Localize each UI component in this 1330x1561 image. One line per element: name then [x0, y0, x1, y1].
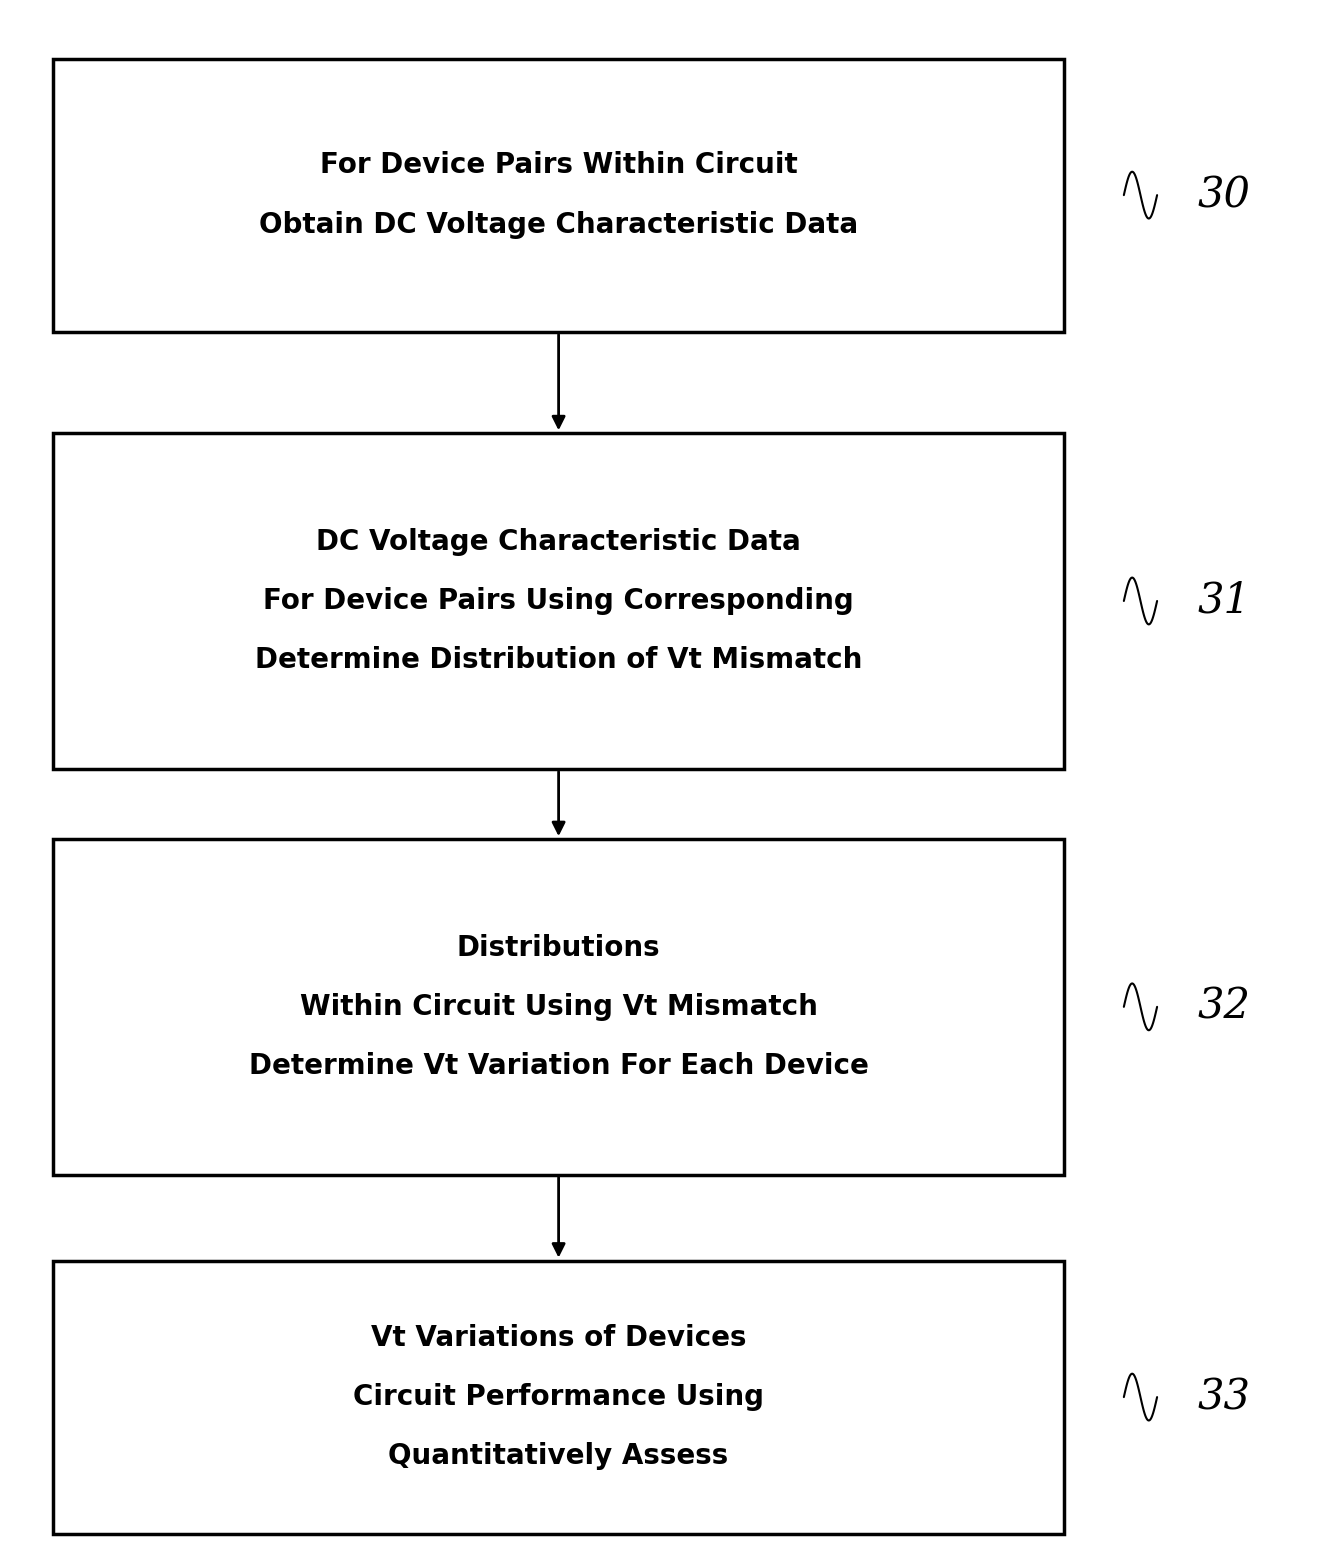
Text: Vt Variations of Devices: Vt Variations of Devices: [371, 1324, 746, 1352]
Text: DC Voltage Characteristic Data: DC Voltage Characteristic Data: [317, 528, 801, 556]
Text: For Device Pairs Using Corresponding: For Device Pairs Using Corresponding: [263, 587, 854, 615]
Text: Determine Vt Variation For Each Device: Determine Vt Variation For Each Device: [249, 1052, 868, 1080]
Text: Determine Distribution of Vt Mismatch: Determine Distribution of Vt Mismatch: [255, 646, 862, 674]
Text: 33: 33: [1197, 1377, 1250, 1417]
Bar: [53, 59, 1064, 332]
Text: 30: 30: [1197, 175, 1250, 215]
Text: Within Circuit Using Vt Mismatch: Within Circuit Using Vt Mismatch: [299, 993, 818, 1021]
Text: Obtain DC Voltage Characteristic Data: Obtain DC Voltage Characteristic Data: [259, 211, 858, 239]
Text: Circuit Performance Using: Circuit Performance Using: [352, 1383, 765, 1411]
Bar: [53, 1261, 1064, 1533]
Text: 32: 32: [1197, 987, 1250, 1027]
Text: Quantitatively Assess: Quantitatively Assess: [388, 1442, 729, 1470]
Bar: [53, 840, 1064, 1175]
Text: 31: 31: [1197, 581, 1250, 621]
Text: Distributions: Distributions: [456, 933, 661, 962]
Bar: [53, 434, 1064, 770]
Text: For Device Pairs Within Circuit: For Device Pairs Within Circuit: [319, 151, 798, 180]
